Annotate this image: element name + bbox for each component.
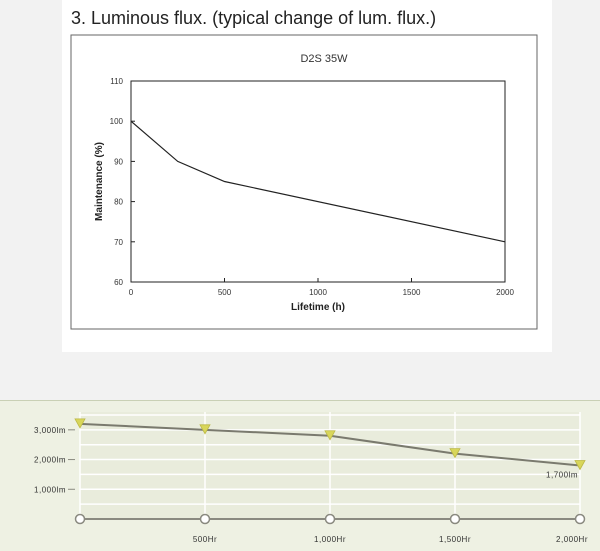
section-heading: 3. Luminous flux. (typical change of lum…: [71, 8, 437, 28]
x-tick-label: 500Hr: [193, 535, 217, 544]
y-tick-label: 110: [110, 77, 123, 86]
x-tick-marker: [449, 513, 461, 525]
x-tick-marker: [199, 513, 211, 525]
data-point: [449, 448, 461, 459]
y-tick-label: 3,000lm: [34, 426, 66, 435]
x-tick-marker: [324, 513, 336, 525]
x-tick-label: 1,500Hr: [439, 535, 471, 544]
x-tick-label: 2,000Hr: [556, 535, 588, 544]
maintenance-chart: D2S 35W 0 500 1000 1500 2000 60 70 80 90 100 110 Lif…: [70, 34, 538, 330]
y-tick-label: 1,000lm: [34, 485, 66, 494]
x-tick-label: 1,000Hr: [314, 535, 346, 544]
x-axis-label: Lifetime (h): [291, 302, 345, 313]
data-point: [199, 424, 211, 435]
y-tick-label: 2,000lm: [34, 456, 66, 465]
x-tick-label: 1500: [403, 288, 421, 297]
chart-title: D2S 35W: [300, 53, 348, 65]
x-tick-label: 500: [218, 288, 232, 297]
maintenance-line: [130, 120, 506, 243]
data-point: [74, 418, 86, 429]
y-tick-label: 60: [114, 278, 123, 287]
plot-area: [130, 80, 506, 283]
y-tick-label: 80: [114, 198, 123, 207]
x-tick-marker: [74, 513, 86, 525]
x-tick-label: 2000: [496, 288, 514, 297]
y-axis-label: Maintenance (%): [94, 142, 105, 221]
x-tick-label: 0: [129, 288, 134, 297]
y-tick-label: 70: [114, 238, 123, 247]
x-tick-marker: [574, 513, 586, 525]
y-tick-label: 100: [110, 117, 124, 126]
chart-frame: [70, 34, 538, 330]
data-point: [574, 460, 586, 471]
y-tick-label: 90: [114, 157, 123, 166]
data-point: [324, 430, 336, 441]
end-value-label: 1,700lm: [546, 471, 578, 480]
x-tick-label: 1000: [309, 288, 327, 297]
